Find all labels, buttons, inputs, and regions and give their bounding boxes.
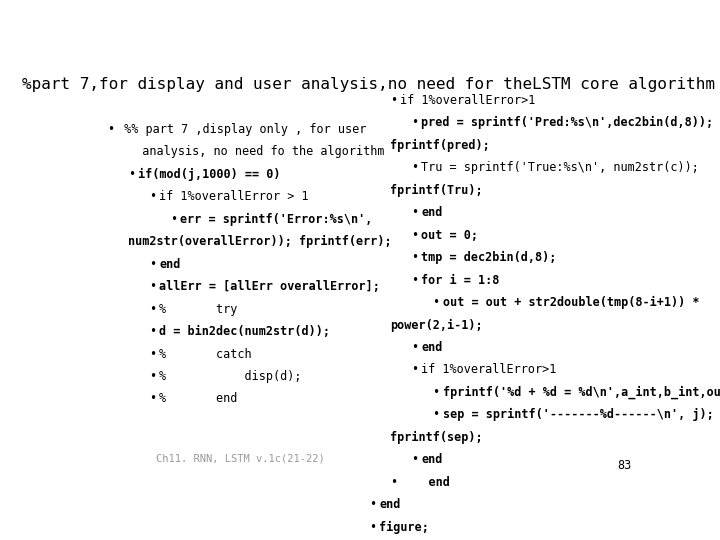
Text: fprintf(pred);: fprintf(pred);: [390, 139, 490, 152]
Text: end: end: [421, 206, 443, 219]
Text: if 1%overallError>1: if 1%overallError>1: [421, 363, 557, 376]
Text: %           disp(d);: % disp(d);: [159, 370, 302, 383]
Text: •: •: [411, 341, 418, 354]
Text: %       end: % end: [159, 393, 238, 406]
Text: •: •: [433, 408, 440, 421]
Text: •: •: [107, 123, 114, 136]
Text: •: •: [149, 302, 156, 316]
Text: •: •: [149, 191, 156, 204]
Text: end: end: [379, 498, 400, 511]
Text: •: •: [149, 348, 156, 361]
Text: %part 7,for display and user analysis,no need for theLSTM core algorithm: %part 7,for display and user analysis,no…: [22, 77, 716, 92]
Text: •: •: [149, 393, 156, 406]
Text: •: •: [171, 213, 177, 226]
Text: •: •: [369, 521, 376, 534]
Text: out = 0;: out = 0;: [421, 228, 479, 241]
Text: for i = 1:8: for i = 1:8: [421, 274, 500, 287]
Text: •: •: [149, 258, 156, 271]
Text: allErr = [allErr overallError];: allErr = [allErr overallError];: [159, 280, 380, 293]
Text: •: •: [411, 363, 418, 376]
Text: end: end: [421, 341, 443, 354]
Text: num2str(overallError)); fprintf(err);: num2str(overallError)); fprintf(err);: [128, 235, 392, 248]
Text: fprintf(sep);: fprintf(sep);: [390, 431, 483, 444]
Text: 83: 83: [617, 460, 631, 472]
Text: end: end: [159, 258, 181, 271]
Text: %% part 7 ,display only , for user: %% part 7 ,display only , for user: [117, 123, 366, 136]
Text: •: •: [411, 274, 418, 287]
Text: •: •: [390, 476, 397, 489]
Text: •: •: [128, 168, 135, 181]
Text: out = out + str2double(tmp(8-i+1)) *: out = out + str2double(tmp(8-i+1)) *: [443, 296, 699, 309]
Text: Ch11. RNN, LSTM v.1c(21-22): Ch11. RNN, LSTM v.1c(21-22): [156, 454, 325, 464]
Text: •: •: [411, 116, 418, 130]
Text: if 1%overallError > 1: if 1%overallError > 1: [159, 191, 309, 204]
Text: figure;: figure;: [379, 521, 429, 534]
Text: end: end: [400, 476, 450, 489]
Text: fprintf('%d + %d = %d\n',a_int,b_int,out);: fprintf('%d + %d = %d\n',a_int,b_int,out…: [443, 386, 720, 399]
Text: sep = sprintf('-------%d------\n', j);: sep = sprintf('-------%d------\n', j);: [443, 408, 714, 421]
Text: •: •: [411, 251, 418, 264]
Text: •: •: [149, 325, 156, 338]
Text: %       try: % try: [159, 302, 238, 316]
Text: d = bin2dec(num2str(d));: d = bin2dec(num2str(d));: [159, 325, 330, 338]
Text: •: •: [433, 386, 440, 399]
Text: Tru = sprintf('True:%s\n', num2str(c));: Tru = sprintf('True:%s\n', num2str(c));: [421, 161, 699, 174]
Text: fprintf(Tru);: fprintf(Tru);: [390, 184, 483, 197]
Text: •: •: [411, 206, 418, 219]
Text: end: end: [421, 453, 443, 466]
Text: •: •: [149, 280, 156, 293]
Text: analysis, no need fo the algorithm: analysis, no need fo the algorithm: [128, 145, 384, 158]
Text: •: •: [411, 161, 418, 174]
Text: pred = sprintf('Pred:%s\n',dec2bin(d,8));: pred = sprintf('Pred:%s\n',dec2bin(d,8))…: [421, 116, 714, 130]
Text: •: •: [390, 94, 397, 107]
Text: power(2,i-1);: power(2,i-1);: [390, 319, 483, 332]
Text: err = sprintf('Error:%s\n',: err = sprintf('Error:%s\n',: [181, 213, 373, 226]
Text: •: •: [433, 296, 440, 309]
Text: if(mod(j,1000) == 0): if(mod(j,1000) == 0): [138, 168, 281, 181]
Text: •: •: [411, 453, 418, 466]
Text: •: •: [369, 498, 376, 511]
Text: if 1%overallError>1: if 1%overallError>1: [400, 94, 536, 107]
Text: •: •: [411, 228, 418, 241]
Text: tmp = dec2bin(d,8);: tmp = dec2bin(d,8);: [421, 251, 557, 264]
Text: %       catch: % catch: [159, 348, 252, 361]
Text: •: •: [149, 370, 156, 383]
